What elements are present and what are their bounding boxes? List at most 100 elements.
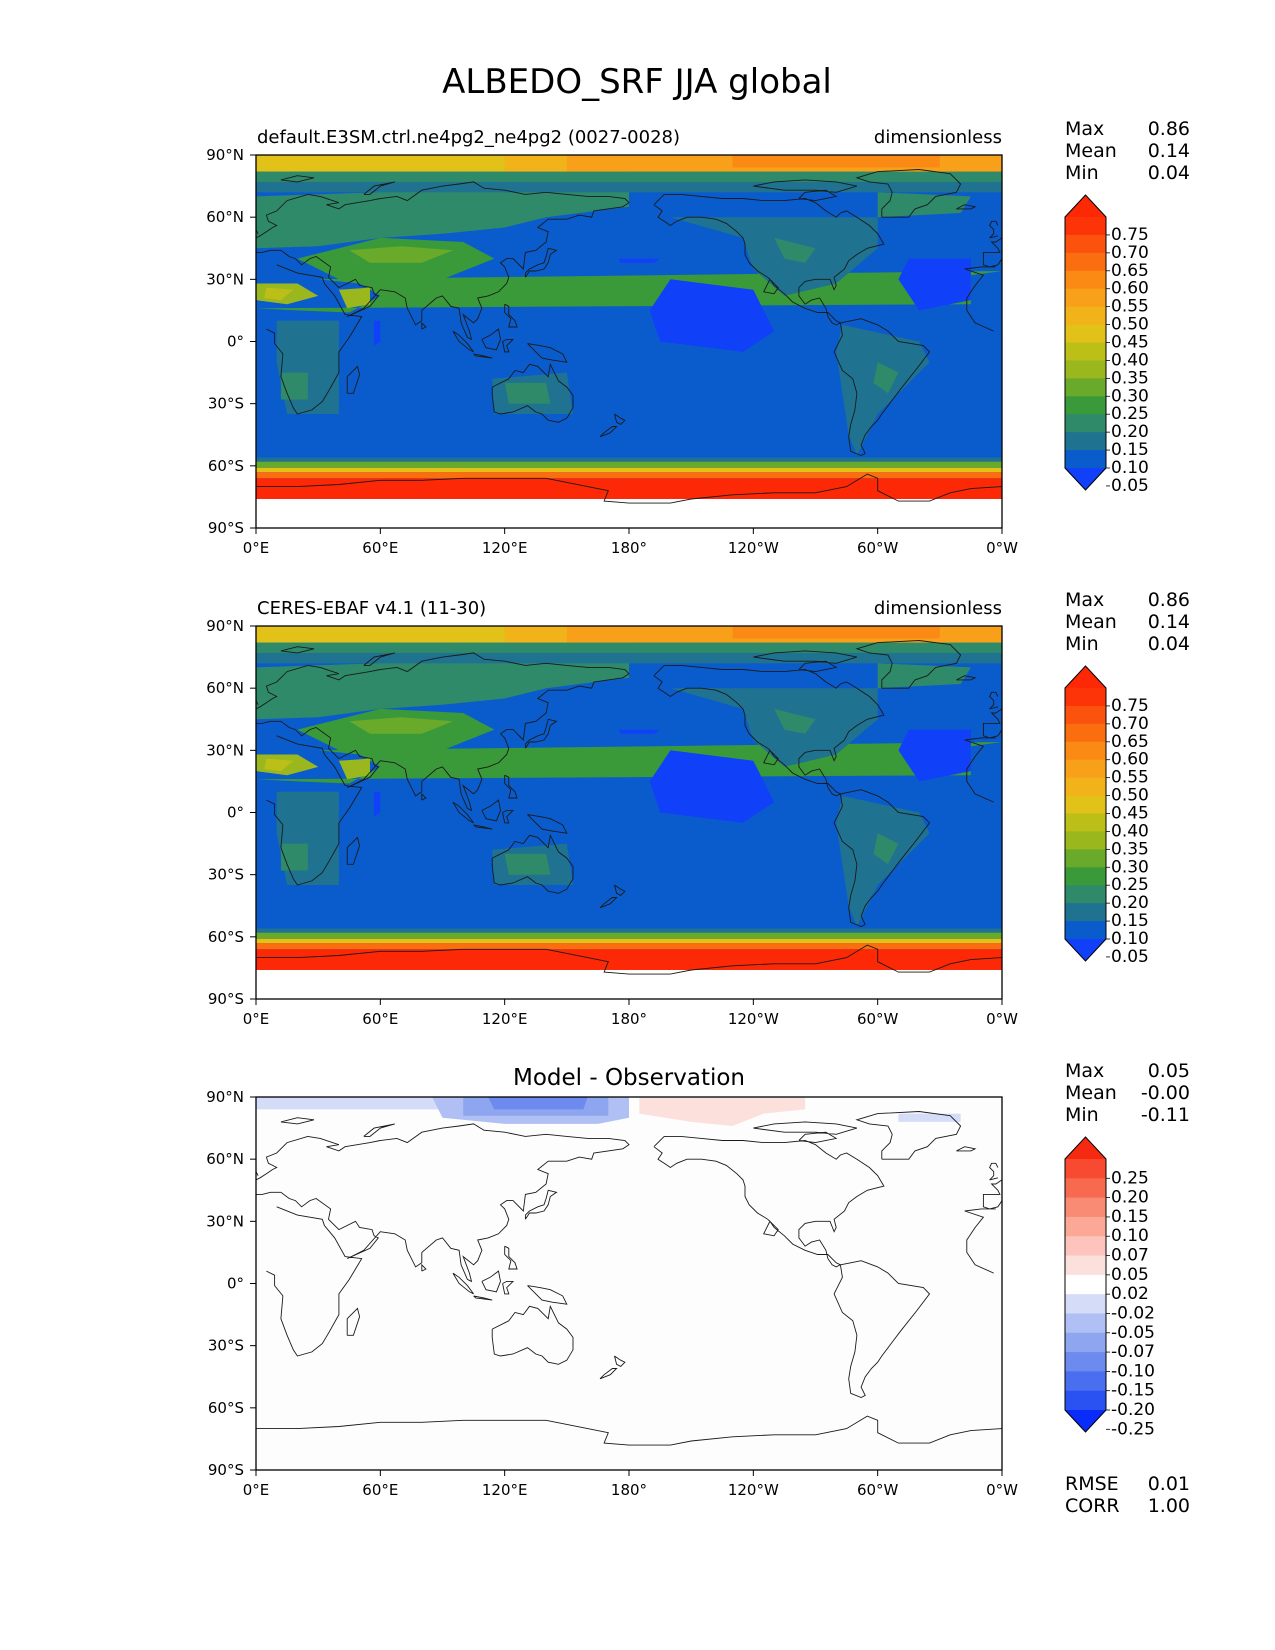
colorbar-segment [1065,1332,1106,1353]
stat-label: Min [1065,1104,1099,1126]
colorbar-tick-label: 0.10 [1111,458,1149,478]
extra-stat-value: 1.00 [1148,1495,1190,1517]
lat-tick-label: 60°N [206,679,244,697]
lon-tick-label: 180° [611,539,647,557]
lon-tick-label: 120°W [728,1481,779,1499]
colorbar-tick-label: -0.05 [1111,1323,1155,1343]
colorbar-segment [1065,1352,1106,1372]
colorbar-tick-label: 0.05 [1111,947,1149,967]
colorbar-segment [1065,705,1106,725]
colorbar-segment [1065,234,1106,254]
colorbar-tick-label: 0.15 [1111,1207,1149,1227]
colorbar: 0.250.200.150.100.070.050.02-0.02-0.05-0… [1064,1136,1155,1439]
colorbar-segment [1065,885,1106,904]
extra-stat-value: 0.01 [1148,1473,1190,1495]
panel-center-title: Model - Observation [513,1065,745,1091]
colorbar-extend-min [1065,1410,1106,1432]
lon-tick-label: 60°E [362,1010,398,1028]
colorbar-segment [1065,1274,1106,1295]
colorbar-tick-label: 0.70 [1111,243,1149,263]
colorbar-segment [1065,270,1106,290]
colorbar-tick-label: 0.50 [1111,315,1149,335]
lon-tick-label: 120°E [482,1010,528,1028]
lat-tick-label: 0° [227,804,244,822]
colorbar-tick-label: 0.05 [1111,476,1149,496]
stat-label: Mean [1065,140,1117,162]
colorbar-tick-label: -0.02 [1111,1303,1155,1323]
stat-value: 0.86 [1148,589,1190,611]
lon-tick-label: 60°E [362,539,398,557]
field-background [256,1097,1002,1470]
colorbar-segment [1065,414,1106,433]
lat-tick-label: 90°N [206,146,244,164]
colorbar-segment [1065,688,1106,707]
colorbar-segment [1065,1390,1106,1411]
colorbar-tick-label: -0.20 [1111,1400,1155,1420]
stat-label: Min [1065,633,1099,655]
lat-tick-label: 0° [227,333,244,351]
lat-tick-label: 60°N [206,208,244,226]
colorbar-segment [1065,1371,1106,1392]
colorbar-tick-label: 0.30 [1111,857,1149,877]
stat-value: 0.04 [1148,633,1190,655]
lon-tick-label: 0°W [986,1481,1018,1499]
colorbar-tick-label: 0.05 [1111,1265,1149,1285]
colorbar-tick-label: 0.10 [1111,929,1149,949]
stat-value: -0.11 [1141,1104,1190,1126]
colorbar-segment [1065,723,1106,743]
colorbar-tick-label: -0.15 [1111,1381,1155,1401]
coastlines [255,169,1003,504]
colorbar: 0.750.700.650.600.550.500.450.400.350.30… [1064,665,1149,967]
colorbar-segment [1065,1255,1106,1276]
coastlines [255,640,1003,975]
extra-stat-label: CORR [1065,1495,1120,1517]
colorbar-segment [1065,849,1106,868]
colorbar-segment [1065,867,1106,886]
colorbar-segment [1065,396,1106,415]
lat-tick-label: 30°S [208,866,244,884]
colorbar-tick-label: 0.45 [1111,333,1149,353]
colorbar-tick-label: 0.20 [1111,1188,1149,1208]
colorbar-segment [1065,324,1106,343]
colorbar-tick-label: 0.07 [1111,1246,1149,1266]
panel-units: dimensionless [874,598,1002,619]
colorbar-extend-max [1065,195,1106,217]
colorbar-tick-label: 0.25 [1111,404,1149,424]
colorbar-tick-label: 0.20 [1111,422,1149,442]
extra-stat-label: RMSE [1065,1473,1119,1495]
colorbar-tick-label: 0.55 [1111,768,1149,788]
lon-tick-label: 0°E [243,539,270,557]
colorbar-segment [1065,795,1106,814]
panels: default.E3SM.ctrl.ne4pg2_ne4pg2 (0027-00… [206,118,1190,1517]
lat-tick-label: 90°S [208,519,244,537]
lon-tick-label: 0°W [986,539,1018,557]
panel-units: dimensionless [874,127,1002,148]
colorbar-tick-label: 0.30 [1111,386,1149,406]
lon-tick-label: 180° [611,1010,647,1028]
colorbar-segment [1065,1313,1106,1334]
colorbar-extend-max [1065,1137,1106,1159]
stat-value: 0.04 [1148,162,1190,184]
lat-tick-label: 60°S [208,928,244,946]
colorbar-segment [1065,342,1106,361]
colorbar-extend-min [1065,468,1106,490]
lat-tick-label: 30°N [206,1212,244,1230]
lon-tick-label: 0°E [243,1010,270,1028]
lat-tick-label: 30°S [208,395,244,413]
colorbar-tick-label: 0.60 [1111,279,1149,299]
colorbar-tick-label: 0.45 [1111,804,1149,824]
colorbar-tick-label: 0.50 [1111,786,1149,806]
lat-tick-label: 30°N [206,270,244,288]
panel-left-title: default.E3SM.ctrl.ne4pg2_ne4pg2 (0027-00… [257,127,680,148]
lat-tick-label: 90°N [206,617,244,635]
colorbar-tick-label: 0.65 [1111,261,1149,281]
colorbar-extend-min [1065,939,1106,961]
colorbar-tick-label: 0.25 [1111,875,1149,895]
stat-label: Min [1065,162,1099,184]
lon-tick-label: 120°E [482,539,528,557]
panel-left-title: CERES-EBAF v4.1 (11-30) [257,598,486,619]
stat-value: 0.14 [1148,140,1190,162]
colorbar-segment [1065,1216,1106,1237]
lat-tick-label: 30°N [206,741,244,759]
